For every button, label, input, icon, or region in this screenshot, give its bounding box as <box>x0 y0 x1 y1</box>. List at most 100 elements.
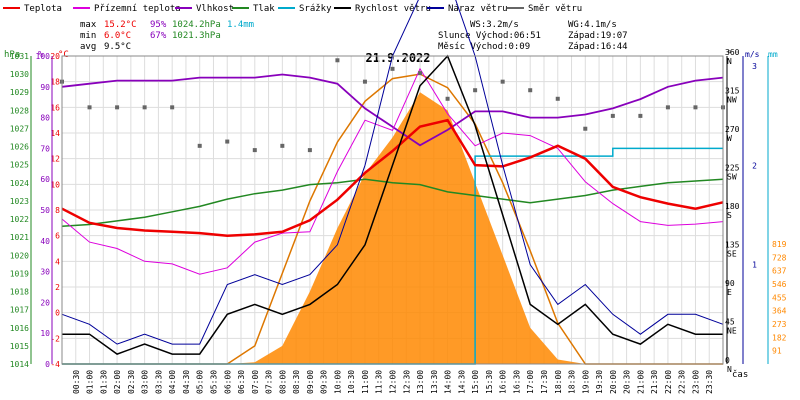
tick-pct-8: 80 <box>40 114 50 123</box>
stats-block: max 15.2°C 95% 1024.2hPa 1.4mm min 6.0°C… <box>80 20 254 52</box>
series-layer <box>60 0 725 365</box>
tick-pct-0: 0 <box>45 360 50 369</box>
tick-hpa-10: 1024 <box>10 179 29 188</box>
tick-hpa-5: 1019 <box>10 269 29 278</box>
info-moonrise: Měsíc Východ:0:09 <box>438 42 530 52</box>
tick-hpa-17: 1031 <box>10 52 29 61</box>
tick-dir-value-4: 180 <box>725 202 740 211</box>
tick-time-19: 10:00 <box>333 370 342 394</box>
tick-hpa-6: 1020 <box>10 251 29 260</box>
dir-point-6 <box>225 139 230 144</box>
legend-label-hum: Vlhkost <box>196 4 234 14</box>
tick-ms-2: 3 <box>752 62 757 71</box>
tick-ms-0: 1 <box>752 261 757 270</box>
tick-dir-label-5: SW <box>727 173 737 182</box>
legend-label-ground: Přízemní teplota <box>94 4 181 14</box>
legend-label-press: Tlak <box>253 4 275 14</box>
tick-mm-6: 637 <box>772 267 787 276</box>
tick-hpa-9: 1023 <box>10 197 29 206</box>
legend-label-temp: Teplota <box>24 4 62 14</box>
axis-title-deg: ° <box>727 50 732 60</box>
tick-time-30: 15:30 <box>485 370 494 394</box>
dir-point-4 <box>170 105 175 110</box>
tick-time-12: 06:30 <box>237 370 246 394</box>
tick-degc-9: 14 <box>50 129 60 138</box>
tick-pct-7: 70 <box>40 144 50 153</box>
tick-hpa-15: 1029 <box>10 88 29 97</box>
series-temp <box>61 118 724 237</box>
tick-time-2: 01:30 <box>99 370 108 394</box>
dir-point-19 <box>583 126 588 131</box>
tick-pct-5: 50 <box>40 206 50 215</box>
tick-mm-0: 91 <box>772 347 782 356</box>
info-block: WS:3.2m/s WG:4.1m/s Slunce Východ:06:51 … <box>438 20 628 52</box>
tick-hpa-2: 1016 <box>10 324 29 333</box>
dir-point-10 <box>335 58 340 63</box>
tick-time-46: 23:30 <box>705 370 714 394</box>
tick-time-24: 12:30 <box>402 370 411 394</box>
legend-label-wind: Rychlost větru <box>355 4 431 14</box>
dir-point-14 <box>445 96 450 101</box>
dir-point-16 <box>500 79 505 84</box>
tick-time-15: 08:00 <box>278 370 287 394</box>
tick-dir-label-4: S <box>727 211 732 220</box>
tick-degc-3: 2 <box>55 283 60 292</box>
series-wind <box>62 54 723 355</box>
tick-dir-label-6: W <box>727 134 732 143</box>
tick-time-21: 11:00 <box>361 370 370 394</box>
axis-title-degc: °C <box>58 50 69 60</box>
tick-dir-value-3: 135 <box>725 241 740 250</box>
tick-mm-3: 364 <box>772 307 787 316</box>
axis-title-time: čas <box>732 369 748 380</box>
tick-degc-11: 18 <box>50 78 60 87</box>
tick-dir-label-8: N <box>727 57 732 66</box>
legend-label-rain: Srážky <box>299 4 332 14</box>
tick-time-0: 00:30 <box>72 370 81 394</box>
tick-hpa-4: 1018 <box>10 288 29 297</box>
dir-point-9 <box>307 148 312 153</box>
tick-pct-6: 60 <box>40 175 50 184</box>
tick-time-45: 23:00 <box>691 370 700 394</box>
tick-time-39: 20:00 <box>609 370 618 394</box>
tick-pct-10: 100 <box>36 52 51 61</box>
tick-time-5: 03:00 <box>141 370 150 394</box>
tick-degc-12: 20 <box>50 52 60 61</box>
tick-hpa-14: 1028 <box>10 106 29 115</box>
tick-time-6: 03:30 <box>154 370 163 394</box>
tick-dir-label-1: NE <box>727 327 737 336</box>
stats-avg-temp: 9.5°C <box>104 42 131 52</box>
tick-time-27: 14:00 <box>444 370 453 394</box>
legend-label-gust: Náraz větru <box>448 4 508 14</box>
dir-point-1 <box>87 105 92 110</box>
tick-degc-6: 8 <box>55 206 60 215</box>
legend: Teplota Přízemní teplota Vlhkost Tlak Sr… <box>3 4 582 14</box>
tick-pct-2: 20 <box>40 298 50 307</box>
tick-time-31: 16:00 <box>499 370 508 394</box>
tick-time-40: 20:30 <box>623 370 632 394</box>
tick-time-44: 22:30 <box>678 370 687 394</box>
tick-dir-value-7: 315 <box>725 87 740 96</box>
tick-time-26: 13:30 <box>430 370 439 394</box>
stats-max-label: max <box>80 20 97 30</box>
tick-time-22: 11:30 <box>375 370 384 394</box>
tick-degc-0: -4 <box>50 360 60 369</box>
dir-point-17 <box>528 88 533 93</box>
dir-point-8 <box>280 143 285 148</box>
tick-time-20: 10:30 <box>347 370 356 394</box>
tick-mm-2: 273 <box>772 320 787 329</box>
tick-dir-label-7: NW <box>727 96 737 105</box>
info-ws: WS:3.2m/s <box>470 20 519 30</box>
dir-point-18 <box>555 96 560 101</box>
tick-hpa-7: 1021 <box>10 233 29 242</box>
tick-time-13: 07:00 <box>251 370 260 394</box>
tick-time-29: 15:00 <box>471 370 480 394</box>
dir-point-20 <box>610 113 615 118</box>
tick-hpa-13: 1027 <box>10 124 29 133</box>
tick-mm-1: 182 <box>772 333 787 342</box>
tick-dir-label-2: E <box>727 288 732 297</box>
tick-time-35: 18:00 <box>554 370 563 394</box>
axis-title-ms: m/s <box>745 50 760 59</box>
dir-point-2 <box>115 105 120 110</box>
dir-point-21 <box>638 113 643 118</box>
tick-time-14: 07:30 <box>265 370 274 394</box>
